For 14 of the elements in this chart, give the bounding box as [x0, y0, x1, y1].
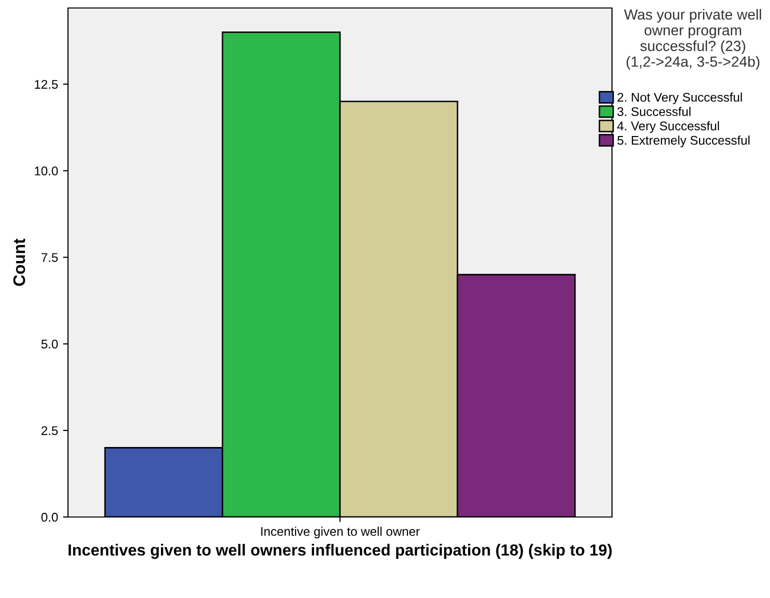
- x-axis-title: Incentives given to well owners influenced participation (18) (skip to 19): [68, 544, 612, 559]
- legend-label: 2. Not Very Successful: [618, 92, 742, 104]
- y-tick-label: 10.0: [34, 166, 58, 176]
- y-tick-label: 12.5: [34, 80, 58, 89]
- legend-label: 3. Successful: [617, 106, 690, 116]
- legend-label: 5. Extremely Successful: [617, 136, 750, 148]
- x-tick-label: Incentive given to well owner: [261, 526, 420, 538]
- y-tick-label: 0.0: [41, 512, 58, 522]
- y-axis-title: Count: [13, 238, 26, 286]
- legend-title: Was your private well owner program successful? (23) (1,2->24a, 3-5->24b): [624, 8, 762, 70]
- y-tick-label: 7.5: [42, 253, 58, 262]
- y-tick-label: 5.0: [41, 340, 58, 349]
- y-tick-label: 2.5: [42, 426, 58, 436]
- legend-label: 4. Very Successful: [617, 121, 719, 133]
